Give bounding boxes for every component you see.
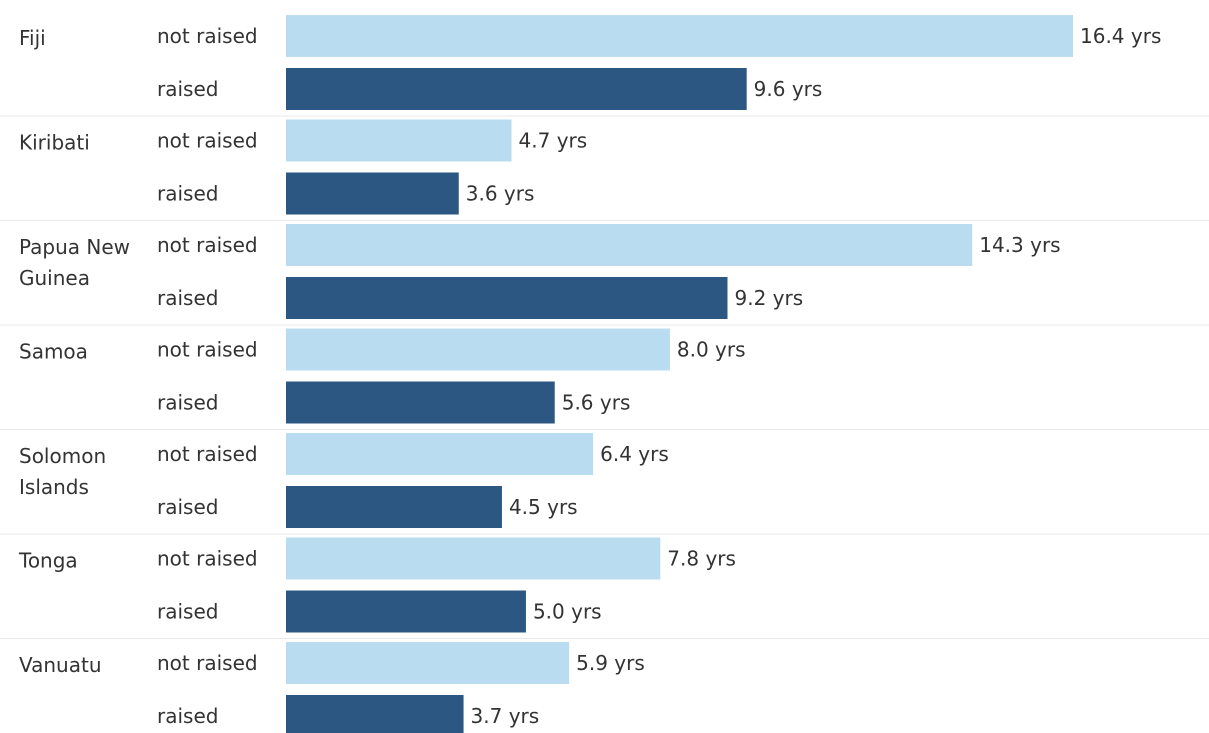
country-label: Kiribati — [19, 131, 90, 155]
country-label: Islands — [19, 475, 89, 499]
bar — [286, 224, 973, 266]
country-label: Guinea — [19, 266, 90, 290]
bar — [286, 695, 464, 733]
bar — [286, 328, 670, 371]
value-label: 6.4 yrs — [600, 442, 669, 466]
value-label: 16.4 yrs — [1080, 24, 1161, 48]
bar — [286, 68, 747, 110]
country-label: Papua New — [19, 235, 130, 259]
status-label: not raised — [157, 233, 258, 257]
value-label: 7.8 yrs — [667, 547, 736, 571]
value-label: 3.7 yrs — [471, 704, 540, 728]
country-label: Fiji — [19, 26, 46, 50]
status-label: raised — [157, 391, 218, 415]
status-label: raised — [157, 495, 218, 519]
status-label: raised — [157, 286, 218, 310]
value-label: 9.6 yrs — [754, 77, 823, 101]
country-label: Solomon — [19, 444, 106, 468]
bar — [286, 537, 661, 580]
country-label: Tonga — [18, 549, 78, 573]
bar — [286, 433, 594, 475]
value-label: 3.6 yrs — [466, 182, 535, 206]
value-label: 5.0 yrs — [533, 600, 602, 624]
bar — [286, 119, 512, 162]
bar — [286, 381, 555, 424]
value-label: 5.6 yrs — [562, 391, 631, 415]
status-label: not raised — [157, 24, 258, 48]
status-label: not raised — [157, 651, 258, 675]
status-label: raised — [157, 704, 218, 728]
status-label: not raised — [157, 442, 258, 466]
value-label: 9.2 yrs — [734, 286, 803, 310]
country-label: Vanuatu — [19, 653, 102, 677]
bar — [286, 172, 459, 215]
value-label: 8.0 yrs — [677, 338, 746, 362]
value-label: 4.5 yrs — [509, 495, 578, 519]
status-label: not raised — [157, 129, 258, 153]
bar — [286, 15, 1073, 57]
status-label: raised — [157, 77, 218, 101]
value-label: 14.3 yrs — [979, 233, 1060, 257]
bar — [286, 277, 728, 319]
status-label: raised — [157, 182, 218, 206]
status-label: not raised — [157, 338, 258, 362]
status-label: raised — [157, 600, 218, 624]
value-label: 4.7 yrs — [519, 129, 588, 153]
bar — [286, 486, 502, 528]
status-label: not raised — [157, 547, 258, 571]
bar — [286, 590, 526, 633]
country-label: Samoa — [19, 340, 88, 364]
value-label: 5.9 yrs — [576, 651, 645, 675]
bar — [286, 642, 570, 684]
